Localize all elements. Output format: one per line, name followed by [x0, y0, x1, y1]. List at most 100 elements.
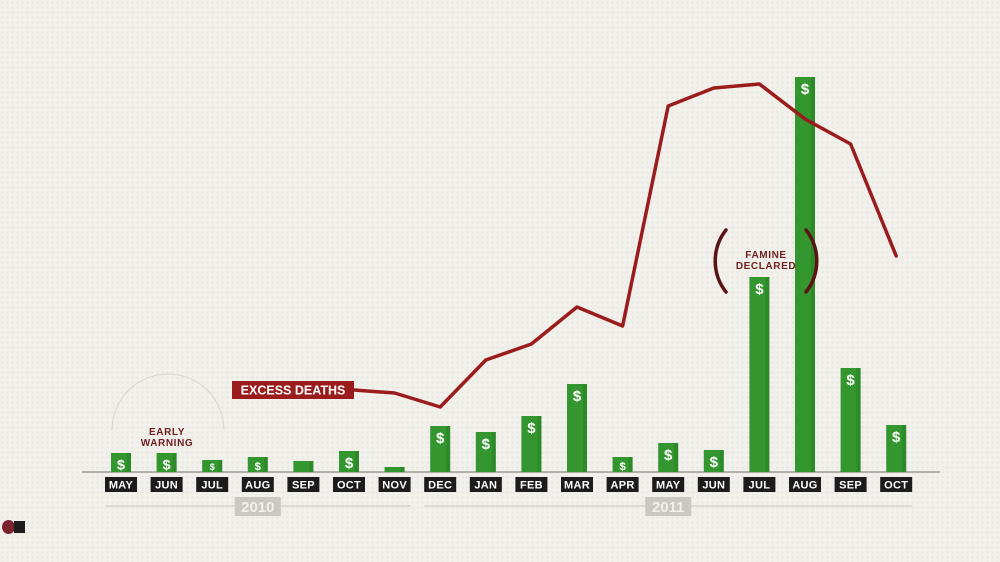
year-badge	[234, 497, 281, 516]
month-label: MAR	[564, 480, 590, 492]
bar-shade	[902, 425, 907, 472]
early-warning-line-2: WARNING	[141, 438, 194, 449]
month-label: OCT	[884, 480, 908, 492]
dollar-mark: $	[892, 429, 901, 446]
bar-shade	[856, 368, 861, 472]
month-label: JUL	[749, 480, 771, 492]
month-labels: MAY JUN JUL AUG SEP OCT NOV DEC JAN FEB MAR APR MAY J…	[105, 477, 913, 492]
early-warning-line-1: EARLY	[149, 427, 185, 438]
month-label-bg	[697, 477, 730, 492]
excess-deaths-line	[352, 82, 898, 409]
month-label-bg	[515, 477, 548, 492]
dollar-mark: $	[482, 436, 491, 453]
famine-line-1: FAMINE	[745, 250, 786, 261]
month-label: SEP	[839, 480, 862, 492]
month-label: FEB	[520, 480, 543, 492]
bar-shade	[628, 457, 633, 472]
bar	[567, 384, 587, 472]
month-label-bg	[378, 477, 411, 492]
bar-shade	[674, 443, 679, 472]
month-label: NOV	[382, 480, 407, 492]
month-label-bg	[789, 477, 821, 492]
famine-declared-annotation: FAMINE DECLARED	[713, 228, 819, 294]
month-label: JUN	[702, 480, 725, 492]
bar-shade	[583, 384, 587, 472]
dollar-mark: $	[527, 420, 536, 437]
dollar-mark: $	[801, 81, 810, 98]
bar	[886, 425, 907, 472]
month-label-bg	[606, 477, 639, 492]
dollar-mark: $	[117, 457, 125, 473]
bar	[521, 416, 542, 472]
early-warning-annotation: EARLY WARNING	[111, 373, 225, 449]
dollar-mark: $	[436, 430, 445, 447]
month-label-bg	[333, 477, 365, 492]
dollar-mark: $	[255, 461, 262, 473]
player-thumbnail-icon	[0, 517, 26, 537]
month-label: JAN	[474, 480, 497, 492]
bar	[247, 457, 268, 472]
year-label: 2010	[241, 499, 274, 516]
year-label: 2011	[652, 499, 685, 516]
bar-shade	[263, 457, 268, 472]
bar	[795, 77, 815, 472]
bar-shade	[765, 277, 770, 472]
bar-shade	[400, 467, 405, 472]
bar-shade	[811, 77, 815, 472]
bar	[840, 368, 861, 472]
month-label: APR	[611, 480, 635, 492]
month-label-bg	[150, 477, 183, 492]
month-label-bg	[196, 477, 229, 492]
bar-shade	[446, 426, 451, 472]
dollar-mark: $	[755, 281, 764, 298]
dollar-mark: $	[664, 447, 673, 464]
month-label-bg	[652, 477, 685, 492]
month-label-bg	[743, 477, 776, 492]
famine-line-2: DECLARED	[736, 261, 796, 272]
bar	[156, 453, 177, 472]
month-label-bg	[834, 477, 867, 492]
bar	[293, 461, 314, 472]
dollar-mark: $	[710, 454, 719, 471]
month-label: JUN	[155, 480, 178, 492]
series-label-box	[232, 381, 354, 399]
month-label-bg	[287, 477, 320, 492]
bar-shade	[127, 453, 131, 472]
month-label: SEP	[292, 480, 315, 492]
bar	[749, 277, 770, 472]
series-label-excess-deaths: EXCESS DEATHS	[241, 384, 346, 398]
bar-shade	[491, 432, 496, 472]
bar	[339, 451, 359, 472]
dollar-mark: $	[619, 461, 626, 473]
bar	[658, 443, 679, 472]
dollar-mark: $	[163, 457, 171, 473]
dollar-mark: $	[846, 372, 855, 389]
bar	[612, 457, 633, 472]
month-label: OCT	[337, 480, 361, 492]
bar-shade	[537, 416, 542, 472]
dollar-mark: $	[210, 462, 215, 472]
month-label: JUL	[201, 480, 223, 492]
bar	[202, 460, 223, 472]
month-label: AUG	[245, 480, 270, 492]
excess-deaths-series: EXCESS DEATHS	[232, 82, 898, 409]
bar-shade	[218, 460, 223, 472]
month-label: DEC	[428, 480, 452, 492]
bar	[703, 450, 724, 472]
month-label: MAY	[109, 480, 134, 492]
month-label: MAY	[656, 480, 681, 492]
dollar-mark: $	[345, 455, 354, 472]
bar-shade	[172, 453, 177, 472]
bar-shade	[355, 451, 359, 472]
month-label-bg	[469, 477, 502, 492]
bar	[384, 467, 405, 472]
bar	[430, 426, 451, 472]
bar-shade	[719, 450, 724, 472]
month-label-bg	[561, 477, 593, 492]
month-label: AUG	[792, 480, 817, 492]
bar-series: $ $ $ $ $ $ $ $ $ $ $ $ $ $ $ $	[111, 77, 907, 473]
dollar-mark: $	[573, 388, 582, 405]
bar	[475, 432, 496, 472]
year-bands: 2010 2011	[105, 497, 913, 516]
